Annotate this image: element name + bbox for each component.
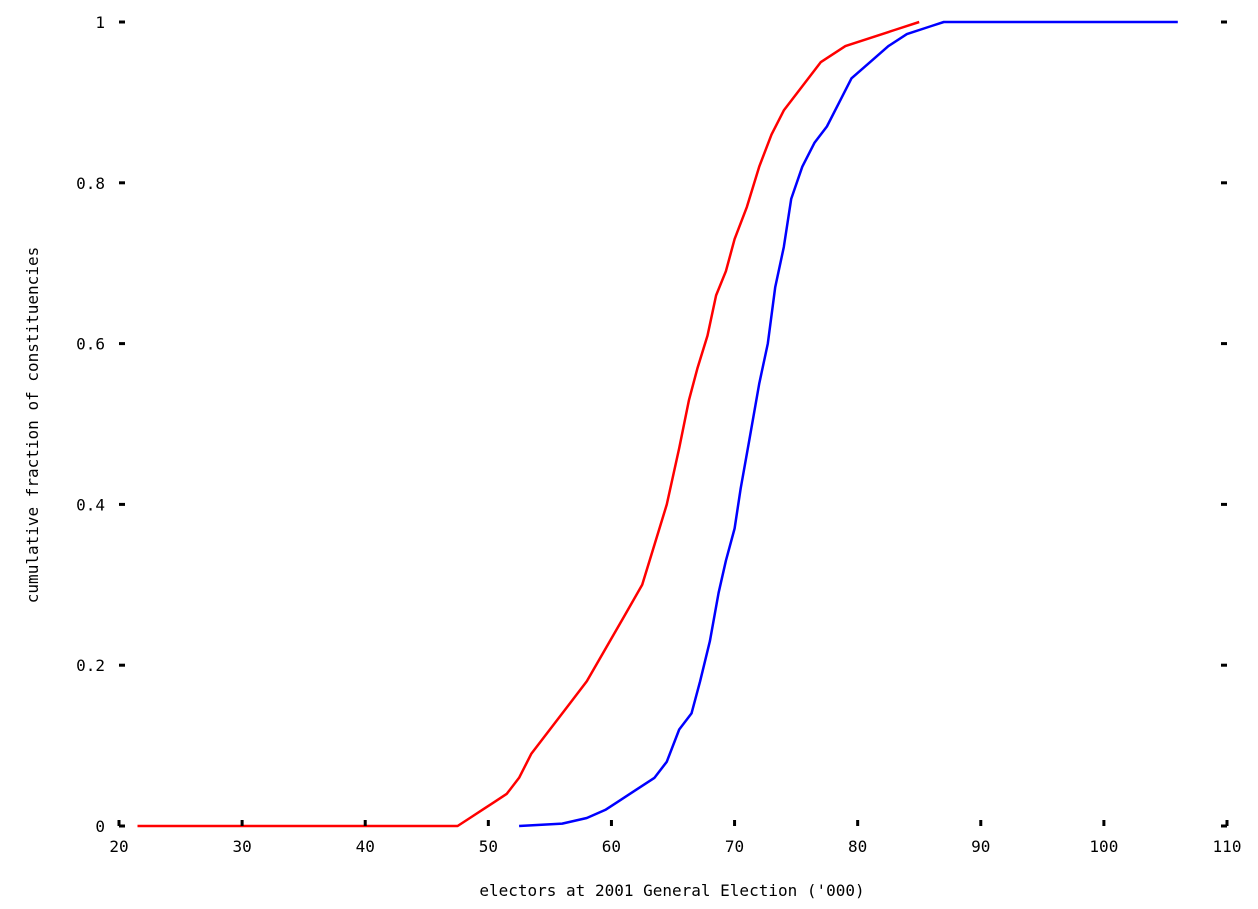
ticks-layer xyxy=(117,20,1229,828)
y-tick-label: 0.2 xyxy=(76,656,105,675)
y-tick-label: 0 xyxy=(95,817,105,836)
x-tick-label: 100 xyxy=(1089,837,1118,856)
x-tick-label: 80 xyxy=(848,837,867,856)
x-tick-label: 30 xyxy=(232,837,251,856)
y-tick-label: 0.4 xyxy=(76,495,105,514)
y-tick-label: 0.8 xyxy=(76,174,105,193)
x-axis-title: electors at 2001 General Election ('000) xyxy=(479,881,864,900)
y-tick-label: 0.6 xyxy=(76,335,105,354)
series-line-1 xyxy=(137,20,920,828)
y-tick-label: 1 xyxy=(95,13,105,32)
x-tick-label: 50 xyxy=(479,837,498,856)
x-tick-label: 60 xyxy=(602,837,621,856)
x-tick-label: 110 xyxy=(1213,837,1242,856)
x-tick-label: 70 xyxy=(725,837,744,856)
x-tick-label: 40 xyxy=(356,837,375,856)
x-tick-label: 90 xyxy=(971,837,990,856)
marks-layer xyxy=(137,20,1178,828)
labels-layer: 20 30 40 50 60 70 80 90 100 110 0 0.2 0.4 0.6 0.8 1 xyxy=(76,13,1241,856)
series-line-2 xyxy=(519,20,1178,828)
x-tick-label: 20 xyxy=(109,837,128,856)
y-axis-title: cumulative fraction of constituencies xyxy=(23,247,42,603)
